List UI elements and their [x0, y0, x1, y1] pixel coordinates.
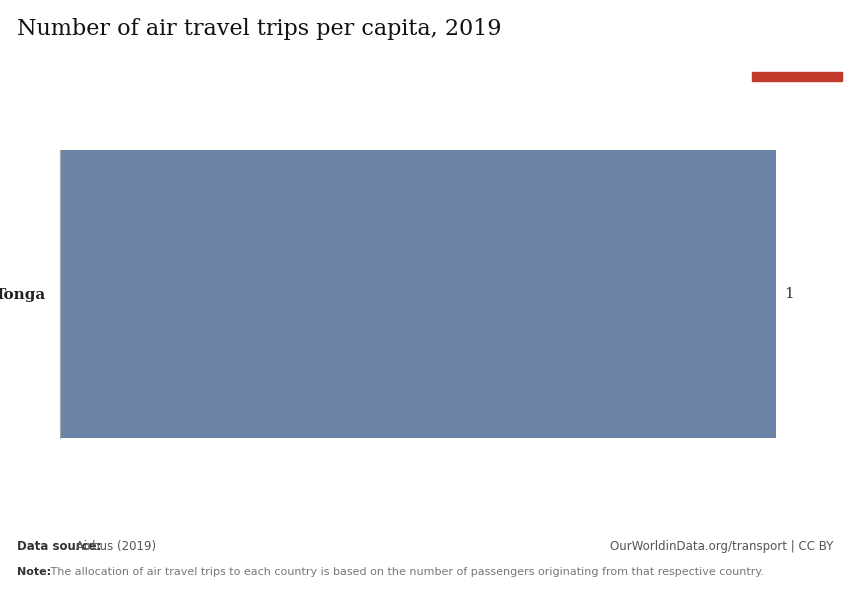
Text: 1: 1	[785, 287, 794, 301]
Text: Our World: Our World	[765, 26, 829, 35]
Bar	[752, 72, 842, 81]
Text: in Data: in Data	[774, 50, 819, 61]
Text: Data source:: Data source:	[17, 540, 101, 553]
Text: Note:: Note:	[17, 567, 51, 577]
Text: OurWorldinData.org/transport | CC BY: OurWorldinData.org/transport | CC BY	[609, 540, 833, 553]
Text: Airbus (2019): Airbus (2019)	[72, 540, 156, 553]
Text: The allocation of air travel trips to each country is based on the number of pas: The allocation of air travel trips to ea…	[47, 567, 764, 577]
Text: Number of air travel trips per capita, 2019: Number of air travel trips per capita, 2…	[17, 18, 501, 40]
